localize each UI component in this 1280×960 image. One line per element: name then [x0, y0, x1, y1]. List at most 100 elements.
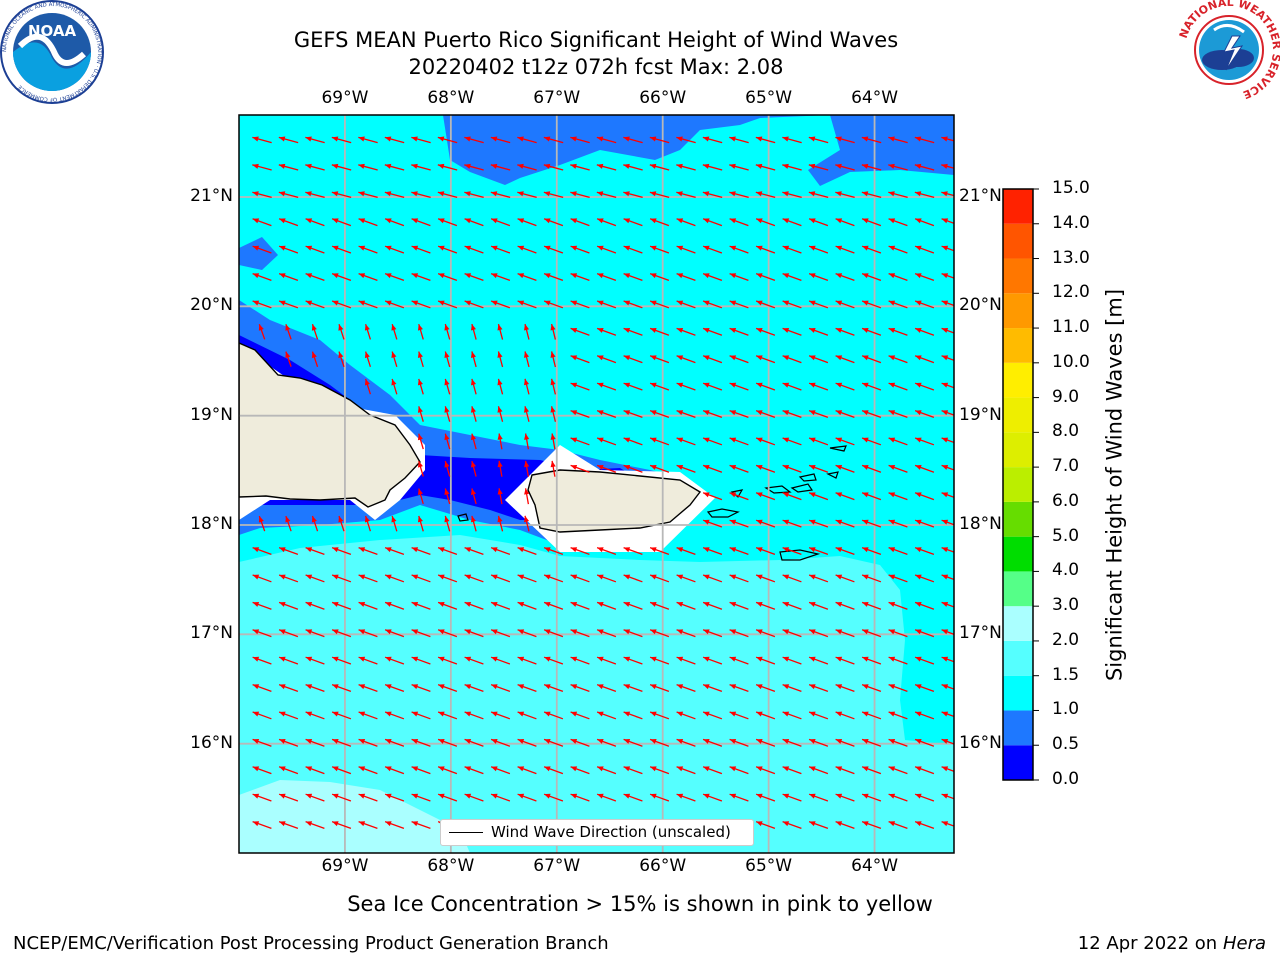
- wave-direction-arrow: [782, 546, 802, 556]
- wave-direction-arrow: [861, 601, 882, 610]
- wave-direction-arrow: [941, 519, 954, 526]
- wave-direction-arrow: [755, 409, 776, 419]
- wave-direction-arrow: [391, 515, 398, 532]
- footer-branch: NCEP/EMC/Verification Post Processing Pr…: [13, 933, 609, 954]
- wave-direction-arrow: [411, 656, 431, 665]
- wave-direction-arrow: [808, 218, 829, 227]
- wave-direction-arrow: [252, 601, 272, 610]
- wave-direction-arrow: [464, 546, 484, 556]
- wave-direction-arrow: [464, 656, 484, 665]
- wave-direction-arrow: [338, 515, 345, 532]
- wave-direction-arrow: [782, 492, 802, 501]
- wave-direction-arrow: [358, 136, 378, 144]
- wave-direction-arrow: [596, 766, 617, 775]
- wave-direction-arrow: [808, 300, 829, 309]
- wave-direction-arrow: [384, 601, 405, 610]
- wave-direction-arrow: [649, 163, 670, 171]
- wave-direction-arrow: [550, 323, 557, 340]
- wave-direction-arrow: [835, 766, 855, 775]
- wave-direction-arrow: [331, 191, 352, 199]
- wave-direction-arrow: [702, 492, 723, 501]
- wave-direction-arrow: [285, 515, 292, 532]
- wave-direction-arrow: [311, 515, 319, 532]
- wave-direction-arrow: [543, 656, 564, 665]
- wave-direction-arrow: [676, 574, 696, 583]
- wave-direction-arrow: [517, 546, 537, 556]
- wave-direction-arrow: [490, 574, 511, 583]
- wave-direction-arrow: [623, 656, 643, 665]
- colorbar-tick-label: 0.0: [1052, 769, 1080, 789]
- colorbar-segment: [1003, 501, 1033, 537]
- lat-tick-label-left: 16°N: [190, 732, 233, 753]
- wave-direction-arrow: [649, 683, 670, 693]
- wave-direction-arrow: [808, 464, 829, 473]
- wave-direction-arrow: [888, 629, 908, 638]
- wave-direction-arrow: [808, 355, 829, 364]
- wave-direction-arrow: [729, 546, 749, 556]
- land-hispaniola: [239, 342, 421, 508]
- wave-direction-arrow: [490, 163, 511, 171]
- wave-direction-arrow: [755, 355, 776, 364]
- land-puerto-rico: [527, 469, 702, 533]
- wave-direction-arrow: [391, 351, 398, 368]
- wave-direction-arrow: [888, 218, 908, 227]
- wave-direction-arrow: [570, 136, 590, 144]
- wave-direction-arrow: [517, 629, 537, 638]
- wave-direction-arrow: [623, 464, 643, 473]
- wave-direction-arrow: [914, 218, 935, 227]
- wave-direction-arrow: [444, 460, 451, 477]
- wave-direction-arrow: [888, 793, 908, 802]
- wave-direction-arrow: [543, 629, 564, 638]
- wave-direction-arrow: [278, 574, 299, 583]
- wave-direction-arrow: [702, 163, 723, 171]
- wave-direction-arrow: [523, 378, 530, 395]
- wave-direction-arrow: [623, 355, 643, 364]
- wave-direction-arrow: [729, 327, 749, 336]
- wave-direction-arrow: [941, 163, 954, 169]
- wave-direction-arrow: [252, 163, 272, 171]
- lat-tick-label-right: 19°N: [959, 404, 1002, 425]
- wave-direction-arrow: [702, 793, 723, 802]
- wave-direction-arrow: [338, 351, 345, 368]
- wave-direction-arrow: [278, 546, 299, 556]
- wave-direction-arrow: [888, 409, 908, 419]
- wave-direction-arrow: [358, 163, 378, 171]
- wave-direction-arrow: [331, 245, 352, 254]
- wave-direction-arrow: [649, 409, 670, 419]
- wave-direction-arrow: [497, 323, 504, 340]
- wave-direction-arrow: [888, 327, 908, 336]
- lon-tick-label-bottom: 67°W: [533, 856, 581, 876]
- wave-direction-arrow: [490, 136, 511, 144]
- wave-direction-arrow: [464, 601, 484, 610]
- wave-direction-arrow: [702, 766, 723, 775]
- wave-direction-arrow: [331, 574, 352, 583]
- wave-direction-arrow: [384, 820, 405, 830]
- wave-direction-arrow: [497, 460, 503, 477]
- wave-direction-arrow: [358, 574, 378, 583]
- wave-direction-arrow: [490, 656, 511, 665]
- wave-direction-arrow: [464, 793, 484, 802]
- wave-direction-arrow: [861, 492, 882, 501]
- wave-direction-arrow: [888, 738, 908, 747]
- colorbar-segment: [1003, 293, 1033, 329]
- wave-direction-arrow: [808, 437, 829, 446]
- wave-direction-arrow: [252, 136, 272, 144]
- lat-tick-label-right: 16°N: [959, 732, 1002, 753]
- wave-direction-arrow: [888, 245, 908, 254]
- colorbar-segment: [1003, 467, 1033, 502]
- wave-direction-arrow: [623, 327, 643, 336]
- wave-direction-arrow: [543, 546, 564, 556]
- colorbar-segment: [1003, 536, 1033, 572]
- wave-direction-arrow: [411, 163, 431, 171]
- wave-direction-arrow: [550, 460, 556, 477]
- lon-tick-label-top: 68°W: [427, 88, 475, 108]
- wave-direction-arrow: [278, 300, 299, 309]
- wave-direction-arrow: [464, 272, 484, 282]
- wave-direction-arrow: [278, 820, 299, 830]
- wave-direction-arrow: [523, 406, 530, 422]
- wave-direction-arrow: [782, 245, 802, 254]
- wave-direction-arrow: [623, 711, 643, 720]
- wave-direction-arrow: [623, 409, 643, 419]
- wave-direction-arrow: [835, 191, 855, 199]
- wave-direction-arrow: [444, 515, 451, 532]
